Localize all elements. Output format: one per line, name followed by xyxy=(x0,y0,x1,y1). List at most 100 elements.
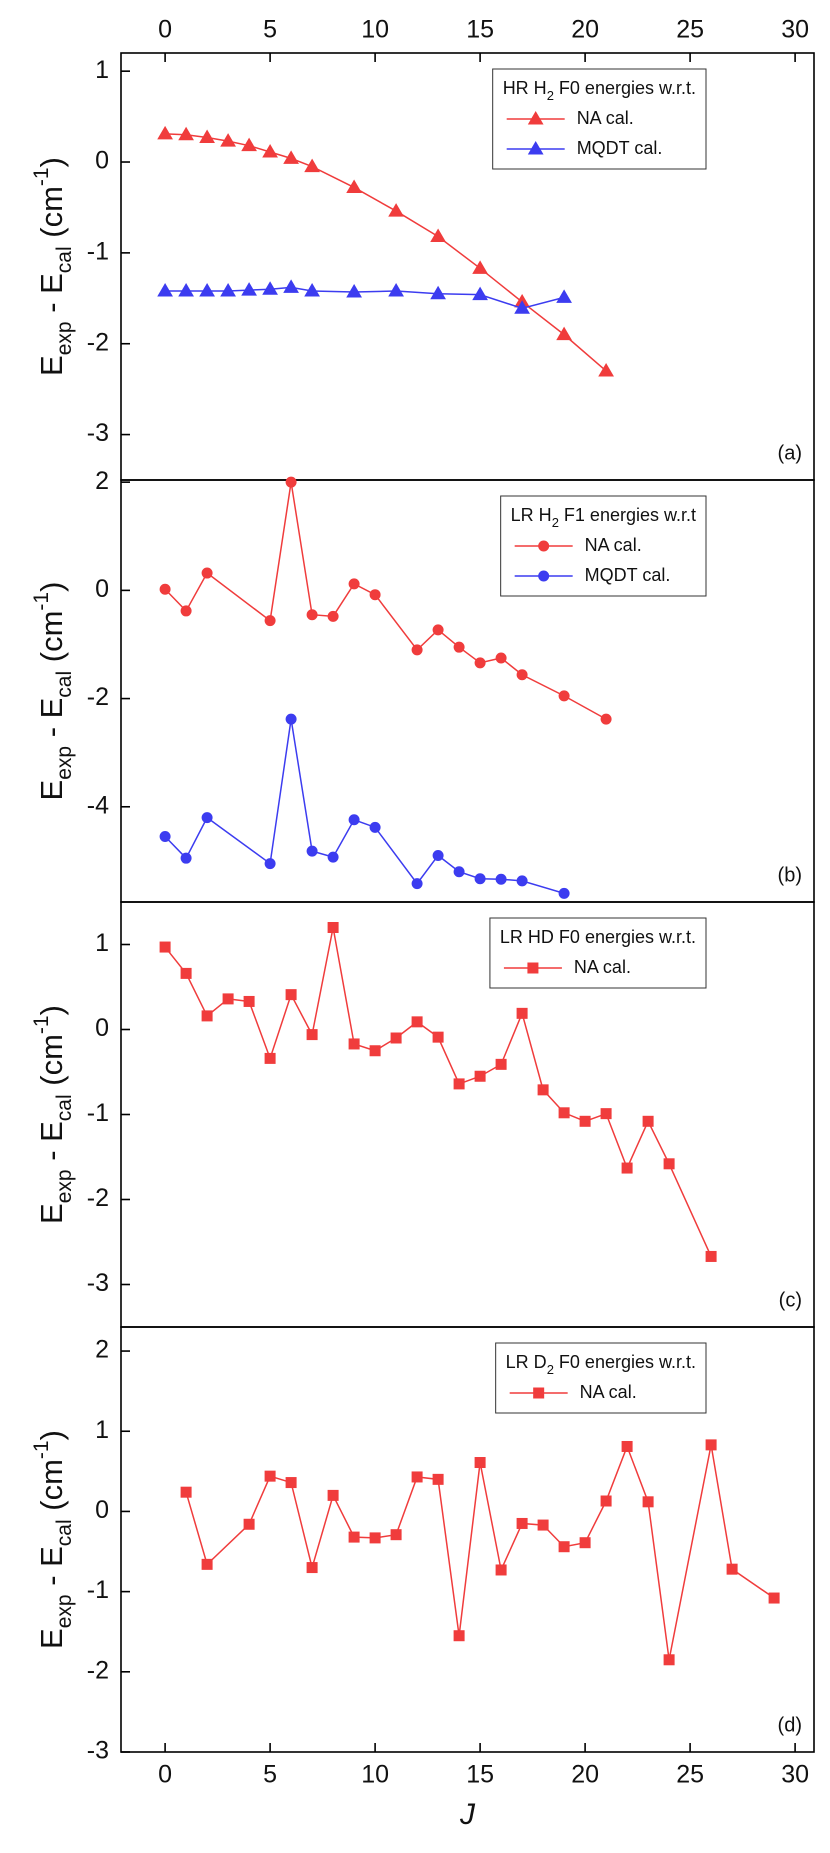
panel-label: (b) xyxy=(778,864,802,886)
x-tick-label: 25 xyxy=(676,16,704,44)
marker xyxy=(285,713,297,725)
y-axis-label-part: cal xyxy=(53,1094,76,1121)
y-axis-label-part: E xyxy=(34,1628,69,1649)
marker xyxy=(159,583,171,595)
legend-title-part: 2 xyxy=(547,1362,554,1377)
y-axis-label-part: -1 xyxy=(30,1015,53,1034)
marker xyxy=(348,814,360,826)
marker xyxy=(369,1532,381,1544)
marker xyxy=(264,615,276,627)
x-tick-label: 15 xyxy=(466,1761,494,1789)
marker xyxy=(327,1489,339,1501)
legend-title-part: LR HD F0 energies w.r.t. xyxy=(500,927,696,947)
marker xyxy=(527,111,544,125)
legend-box xyxy=(489,917,707,989)
marker xyxy=(306,1029,318,1041)
y-axis-label-part: cal xyxy=(53,246,76,273)
plot-frame xyxy=(120,901,815,1328)
marker xyxy=(538,540,550,552)
panel-label: (d) xyxy=(778,1714,802,1736)
marker xyxy=(306,609,318,621)
y-tick-label: 0 xyxy=(95,575,109,603)
marker xyxy=(411,644,423,656)
marker xyxy=(180,605,192,617)
marker xyxy=(157,125,173,140)
marker xyxy=(556,289,572,303)
marker xyxy=(283,150,299,164)
marker xyxy=(243,1518,255,1530)
marker xyxy=(558,690,570,702)
marker xyxy=(474,873,486,885)
y-axis-label-part: (cm xyxy=(34,186,69,246)
marker xyxy=(474,1070,486,1082)
marker xyxy=(705,1439,717,1451)
marker xyxy=(663,1654,675,1666)
marker xyxy=(495,873,507,885)
marker xyxy=(579,1115,591,1127)
marker xyxy=(159,941,171,953)
marker xyxy=(537,1519,549,1531)
legend-title-part: LR D xyxy=(506,1352,547,1372)
marker xyxy=(388,283,404,297)
marker xyxy=(432,1031,444,1043)
y-tick-label: -2 xyxy=(87,1184,109,1212)
marker xyxy=(304,283,320,297)
marker xyxy=(430,285,446,300)
y-tick-label: -1 xyxy=(87,1099,109,1127)
panel-label: (a) xyxy=(778,442,802,464)
legend-title: LR H2 F1 energies w.r.t xyxy=(511,505,696,530)
marker xyxy=(411,1471,423,1483)
y-axis-label-part: exp xyxy=(53,321,76,355)
marker xyxy=(283,279,299,293)
y-axis-label-part: E xyxy=(34,1203,69,1224)
legend: HR H2 F0 energies w.r.t. NA cal. MQDT cal. xyxy=(492,68,707,170)
marker xyxy=(556,326,572,341)
legend: LR H2 F1 energies w.r.t NA cal. MQDT cal. xyxy=(500,495,707,597)
marker xyxy=(159,831,171,843)
marker xyxy=(264,858,276,870)
legend-label: NA cal. xyxy=(585,535,642,555)
marker xyxy=(527,962,539,974)
marker xyxy=(262,281,278,295)
marker xyxy=(180,852,192,864)
y-axis-label-part: (cm xyxy=(34,611,69,671)
marker xyxy=(220,133,236,147)
x-tick-label: 30 xyxy=(781,16,809,44)
marker xyxy=(222,993,234,1005)
marker xyxy=(201,1558,213,1570)
marker xyxy=(558,1107,570,1119)
marker xyxy=(157,283,173,297)
y-axis-label-part: ) xyxy=(34,1430,69,1440)
marker xyxy=(390,1529,402,1541)
marker xyxy=(285,989,297,1001)
y-tick-label: 0 xyxy=(95,147,109,175)
marker xyxy=(262,144,278,158)
marker xyxy=(538,570,550,582)
y-tick-label: -3 xyxy=(87,1737,109,1765)
legend: LR D2 F0 energies w.r.t. NA cal. xyxy=(495,1342,707,1414)
legend-title-part: LR H xyxy=(511,505,552,525)
marker xyxy=(348,578,360,590)
marker xyxy=(327,851,339,863)
x-tick-label: 10 xyxy=(361,1761,389,1789)
marker xyxy=(768,1592,780,1604)
panel-label: (c) xyxy=(779,1289,802,1311)
y-tick-label: -2 xyxy=(87,683,109,711)
y-tick-label: 0 xyxy=(95,1014,109,1042)
marker xyxy=(474,657,486,669)
y-tick-label: -1 xyxy=(87,1576,109,1604)
x-tick-label: 25 xyxy=(676,1761,704,1789)
y-axis-label-part: - E xyxy=(34,1546,69,1594)
legend-title-part: F0 energies w.r.t. xyxy=(554,1352,696,1372)
marker xyxy=(178,283,194,297)
y-axis-label-part: (cm xyxy=(34,1034,69,1094)
marker xyxy=(516,875,528,887)
marker xyxy=(495,652,507,664)
y-tick-label: -2 xyxy=(87,1656,109,1684)
marker xyxy=(304,158,320,173)
marker xyxy=(642,1115,654,1127)
y-tick-label: -3 xyxy=(87,419,109,447)
